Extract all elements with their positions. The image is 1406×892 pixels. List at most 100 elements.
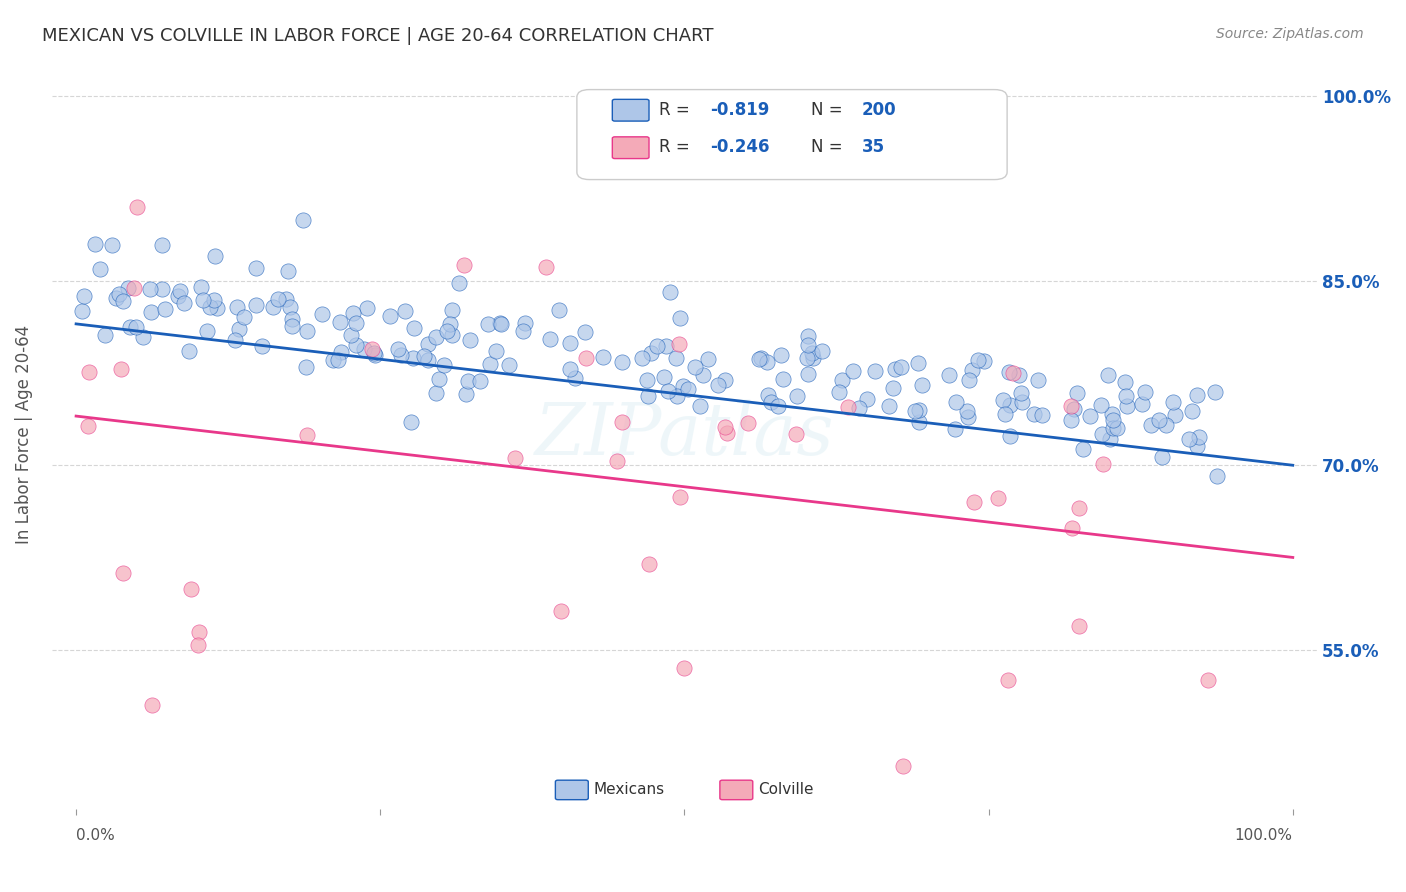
Point — [907, 415, 929, 429]
Point — [785, 427, 807, 442]
Text: Mexicans: Mexicans — [593, 782, 665, 797]
Point — [132, 330, 155, 344]
Point — [668, 337, 690, 351]
Point — [1066, 385, 1088, 400]
Point — [1205, 469, 1227, 483]
Point — [232, 310, 254, 325]
Point — [842, 363, 865, 377]
Point — [945, 422, 967, 436]
Point — [1069, 619, 1091, 633]
Point — [112, 566, 135, 580]
Point — [245, 298, 267, 312]
Point — [1204, 384, 1226, 399]
Point — [655, 339, 678, 353]
Point — [291, 213, 314, 227]
Point — [837, 400, 859, 414]
Point — [226, 300, 249, 314]
Point — [997, 673, 1019, 687]
Point — [768, 399, 790, 413]
FancyBboxPatch shape — [613, 99, 650, 121]
Point — [266, 293, 288, 307]
Point — [960, 363, 983, 377]
Point — [468, 374, 491, 388]
Point — [786, 389, 808, 403]
Point — [848, 401, 870, 415]
Point — [772, 372, 794, 386]
Point — [797, 338, 820, 352]
Point — [1010, 386, 1032, 401]
Text: 200: 200 — [862, 101, 896, 119]
Point — [104, 291, 127, 305]
Point — [648, 114, 671, 128]
Point — [425, 330, 447, 344]
Point — [276, 293, 298, 307]
Point — [294, 359, 316, 374]
Point — [796, 351, 818, 366]
Point — [141, 305, 163, 319]
Point — [856, 392, 879, 406]
Point — [692, 368, 714, 382]
FancyBboxPatch shape — [720, 780, 752, 800]
Point — [456, 387, 478, 401]
Point — [998, 429, 1021, 443]
Point — [329, 315, 352, 329]
Text: 35: 35 — [862, 138, 884, 156]
Point — [188, 625, 211, 640]
Text: R =: R = — [659, 138, 695, 156]
Point — [592, 350, 614, 364]
Point — [550, 603, 572, 617]
Point — [280, 318, 302, 333]
Point — [863, 364, 886, 378]
Point — [1031, 408, 1053, 422]
Point — [963, 495, 986, 509]
Point — [278, 300, 301, 314]
Point — [801, 351, 824, 365]
Point — [714, 373, 737, 387]
Point — [1092, 458, 1115, 472]
Point — [1197, 673, 1219, 688]
Point — [1188, 430, 1211, 444]
Point — [485, 343, 508, 358]
Point — [1060, 413, 1083, 427]
Point — [72, 304, 94, 318]
Point — [1008, 368, 1031, 382]
Point — [363, 346, 385, 360]
Point — [1101, 407, 1123, 421]
Point — [202, 293, 225, 307]
Point — [665, 351, 688, 365]
Point — [125, 200, 148, 214]
Point — [1002, 366, 1025, 380]
Point — [606, 454, 628, 468]
Point — [1150, 450, 1173, 464]
Point — [669, 311, 692, 326]
Point — [797, 329, 820, 343]
Point — [1090, 427, 1112, 442]
Point — [685, 359, 707, 374]
Point — [998, 365, 1021, 379]
Point — [1185, 388, 1208, 402]
Point — [877, 399, 900, 413]
Point — [1105, 420, 1128, 434]
Point — [141, 698, 163, 712]
Point — [1164, 409, 1187, 423]
Point — [716, 425, 738, 440]
Point — [547, 302, 569, 317]
Point — [387, 342, 409, 356]
Point — [356, 301, 378, 315]
Point — [1063, 401, 1085, 416]
Point — [748, 351, 770, 366]
Text: ZIPatlas: ZIPatlas — [534, 400, 834, 470]
Point — [353, 342, 375, 356]
Point — [908, 403, 931, 417]
Point — [610, 355, 633, 369]
Point — [193, 293, 215, 307]
Point — [110, 362, 132, 376]
Text: Colville: Colville — [758, 782, 813, 797]
Point — [117, 281, 139, 295]
Point — [224, 333, 246, 347]
FancyBboxPatch shape — [613, 136, 650, 159]
Point — [477, 317, 499, 331]
Text: N =: N = — [811, 101, 848, 119]
Point — [652, 370, 675, 384]
Point — [124, 281, 146, 295]
